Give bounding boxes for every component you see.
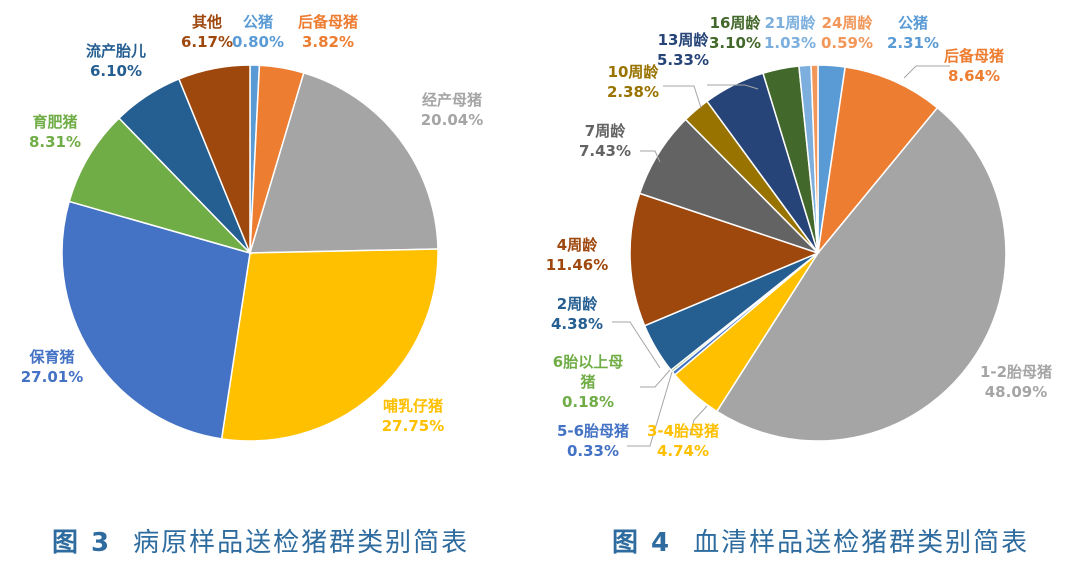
pie-2-leader-line-1 [903,65,950,79]
caption-figure-3: 图 3 病原样品送检猪群类别简表 [52,522,469,559]
pie-1-label-1-value: 0.80% [232,33,284,51]
pie-2-leader-line-6 [640,150,661,163]
pie-1-label-8-name-line-1: 其他 [192,13,222,31]
pie-2-label-7: 2周龄 4.38% [551,295,603,333]
pie-2-label-8-value: 11.46% [546,256,608,274]
pie-2-label-2-name-line-1: 后备母猪 [944,47,1004,65]
pie-1-label-4: 哺乳仔猪 27.75% [382,397,444,435]
pie-2-label-5-value: 0.33% [567,442,619,460]
pie-2-label-1-name-line-1: 公猪 [898,14,928,32]
pie-1-label-3-value: 20.04% [421,111,483,129]
pie-2-label-11-name-line-1: 13周龄 [658,31,710,49]
pie-2-label-6-name-line-2: 猪 [579,373,595,391]
pie-1-label-3: 经产母猪 20.04% [421,91,483,129]
pie-2-label-10: 10周龄 2.38% [607,63,659,101]
pie-2-label-3-name-line-1: 1-2胎母猪 [980,363,1052,381]
pie-chart-2: 公猪 2.31% 后备母猪 8.64% 1-2胎母猪 48.09% 3-4胎母猪 4.74% 5… [546,14,1052,460]
pie-1-label-1: 公猪 0.80% [232,13,284,51]
caption-figure-4-title: 血清样品送检猪群类别简表 [693,528,1030,558]
pie-2-label-3: 1-2胎母猪 48.09% [980,363,1052,401]
pie-2-label-11: 13周龄 5.33% [657,31,709,69]
pie-2-label-13-value: 1.03% [764,34,816,52]
pie-2-slice-3 [715,106,1007,442]
pie-2-label-11-value: 5.33% [657,51,709,69]
pie-1-label-8-value: 6.17% [181,33,233,51]
pie-1-slice-5 [61,200,251,440]
pie-1-label-7-value: 6.10% [90,62,142,80]
pie-2-label-14-value: 0.59% [821,34,873,52]
pie-1-label-4-name-line-1: 哺乳仔猪 [383,397,443,415]
pie-2-label-1: 公猪 2.31% [887,14,939,52]
pie-2-label-8-name-line-1: 4周龄 [557,236,598,254]
pie-2-leader-line-3 [627,371,673,447]
caption-figure-4: 图 4 血清样品送检猪群类别简表 [612,522,1029,559]
pie-2-label-2: 后备母猪 8.64% [944,47,1004,85]
pie-2-label-9: 7周龄 7.43% [579,122,631,160]
pie-1-label-4-value: 27.75% [382,417,444,435]
pie-2-label-4-value: 4.74% [657,442,709,460]
caption-figure-3-title: 病原样品送检猪群类别简表 [133,528,470,558]
pie-2-label-5: 5-6胎母猪 0.33% [557,422,629,460]
pie-2-leader-line-2 [689,405,708,436]
pie-2-label-10-name-line-1: 10周龄 [608,63,660,81]
caption-figure-3-number: 图 3 [52,528,112,558]
pie-2-label-12: 16周龄 3.10% [709,14,761,52]
pie-2-label-6-value: 0.18% [562,393,614,411]
pie-2-label-6: 6胎以上母猪 0.18% [553,353,623,411]
pie-2-slice-8 [629,192,821,327]
pie-2-label-7-name-line-1: 2周龄 [557,295,598,313]
pie-2-label-6-name-line-1: 6胎以上母 [553,353,623,371]
pie-2-label-4: 3-4胎母猪 4.74% [647,422,719,460]
pie-1-label-5-name-line-1: 保育猪 [28,348,74,366]
pie-2-label-8: 4周龄 11.46% [546,236,608,274]
pie-1-label-6: 育肥猪 8.31% [29,113,81,151]
pie-2-label-14: 24周龄 0.59% [821,14,873,52]
pie-2-label-9-value: 7.43% [579,142,631,160]
pie-2-label-12-value: 3.10% [709,34,761,52]
pie-2-leader-line-7 [663,85,702,109]
pie-2-label-7-value: 4.38% [551,315,603,333]
pie-2-label-14-name-line-1: 24周龄 [822,14,874,32]
pie-2-label-3-value: 48.09% [985,383,1047,401]
pie-1-label-2-value: 3.82% [302,33,354,51]
pie-2-label-10-value: 2.38% [607,83,659,101]
caption-figure-4-number: 图 4 [612,528,672,558]
pie-1-slice-3 [248,71,439,254]
pie-2-label-9-name-line-1: 7周龄 [585,122,626,140]
pie-1-label-1-name-line-1: 公猪 [243,13,273,31]
pie-1-label-5: 保育猪 27.01% [21,348,83,386]
pie-1-label-3-name-line-1: 经产母猪 [422,91,482,109]
pie-2-label-12-name-line-1: 16周龄 [710,14,762,32]
pie-2-label-13: 21周龄 1.03% [764,14,816,52]
pie-2-label-2-value: 8.64% [948,67,1000,85]
pie-1-label-7-name-line-1: 流产胎儿 [86,42,146,60]
pie-2-leader-line-5 [612,321,661,369]
pie-2-slice-14 [810,64,819,254]
pie-1-label-6-name-line-1: 育肥猪 [32,113,77,131]
pie-2-leader-line-4 [640,369,671,388]
pie-1-slice-8 [177,64,251,254]
pie-chart-1: 公猪 0.80% 后备母猪 3.82% 经产母猪 20.04% 哺乳仔猪 27.75% 保育猪 2… [21,13,483,442]
pie-2-label-4-name-line-1: 3-4胎母猪 [647,422,719,440]
pie-1-label-5-value: 27.01% [21,368,83,386]
pie-1-label-8: 其他 6.17% [181,13,233,51]
pie-1-label-6-value: 8.31% [29,133,81,151]
pie-2-label-5-name-line-1: 5-6胎母猪 [557,422,629,440]
pie-2-slice-2 [816,66,939,256]
pie-1-slice-6 [68,117,253,255]
pie-1-slice-4 [220,248,439,442]
pie-1-label-2: 后备母猪 3.82% [298,13,358,51]
pie-2-label-13-name-line-1: 21周龄 [765,14,817,32]
pie-1-label-7: 流产胎儿 6.10% [86,42,146,80]
pie-2-leader-line-8 [707,84,759,90]
pie-1-label-2-name-line-1: 后备母猪 [298,13,358,31]
pie-2-label-1-value: 2.31% [887,34,939,52]
